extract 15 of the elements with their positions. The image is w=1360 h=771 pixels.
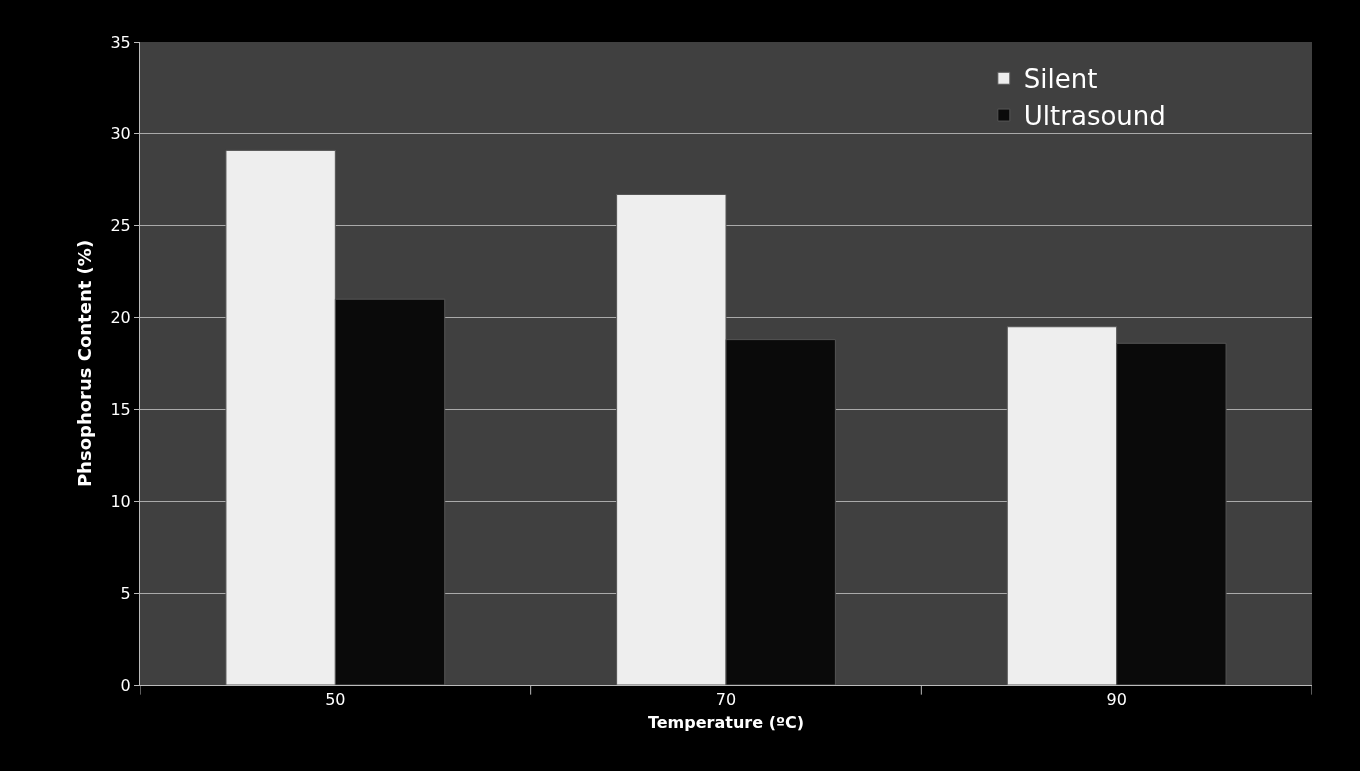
y-tick-label: 25 (110, 216, 131, 236)
y-tick-label: 30 (110, 124, 131, 144)
y-tick-label: 20 (110, 308, 131, 328)
y-tick-label: 10 (110, 491, 131, 511)
legend-label: Ultrasound (1023, 101, 1166, 132)
x-axis-title: Temperature (ºC) (647, 712, 805, 732)
x-tick-label: 70 (715, 690, 737, 710)
y-tick-label: 0 (120, 675, 131, 695)
x-tick-label: 50 (325, 690, 346, 710)
x-tick-label: 90 (1106, 690, 1127, 710)
y-tick-label: 35 (110, 32, 131, 52)
y-tick-label: 5 (120, 583, 131, 603)
y-tick-label: 15 (110, 400, 131, 420)
y-axis-title: Phsophorus Content (%) (73, 239, 95, 488)
legend-label: Silent (1023, 64, 1098, 95)
